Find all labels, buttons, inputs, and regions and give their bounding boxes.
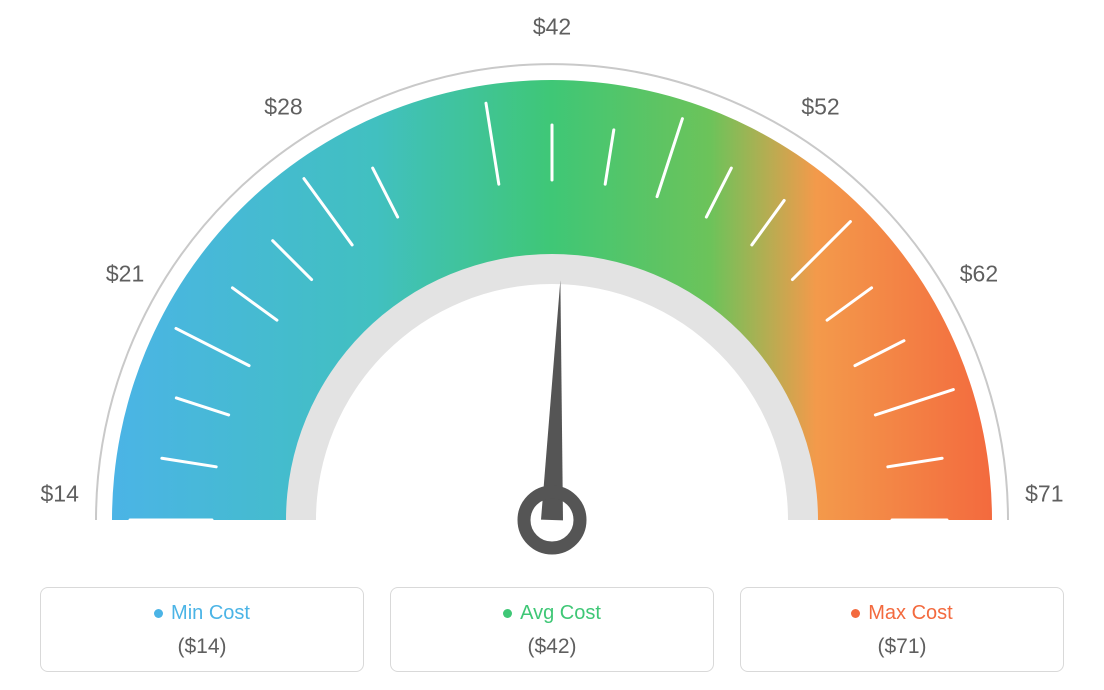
dot-icon	[851, 609, 860, 618]
min-cost-value: ($14)	[177, 635, 226, 659]
min-cost-label: Min Cost	[171, 602, 250, 625]
max-cost-value: ($71)	[877, 635, 926, 659]
gauge-tick-label: $52	[801, 93, 839, 120]
min-cost-card: Min Cost ($14)	[40, 587, 364, 672]
max-cost-label: Max Cost	[868, 602, 952, 625]
avg-cost-title: Avg Cost	[503, 602, 601, 625]
avg-cost-label: Avg Cost	[520, 602, 601, 625]
gauge-tick-label: $42	[533, 14, 571, 41]
gauge-tick-label: $21	[106, 260, 144, 287]
dot-icon	[503, 609, 512, 618]
gauge-tick-label: $71	[1025, 481, 1063, 508]
max-cost-card: Max Cost ($71)	[740, 587, 1064, 672]
cost-gauge: $14 $21 $28 $42 $52 $62 $71	[0, 0, 1104, 560]
gauge-tick-label: $14	[40, 481, 78, 508]
cost-summary-cards: Min Cost ($14) Avg Cost ($42) Max Cost (…	[40, 587, 1064, 672]
avg-cost-value: ($42)	[527, 635, 576, 659]
max-cost-title: Max Cost	[851, 602, 952, 625]
avg-cost-card: Avg Cost ($42)	[390, 587, 714, 672]
gauge-svg	[0, 0, 1104, 560]
gauge-tick-label: $62	[960, 260, 998, 287]
min-cost-title: Min Cost	[154, 602, 250, 625]
dot-icon	[154, 609, 163, 618]
gauge-tick-label: $28	[264, 93, 302, 120]
